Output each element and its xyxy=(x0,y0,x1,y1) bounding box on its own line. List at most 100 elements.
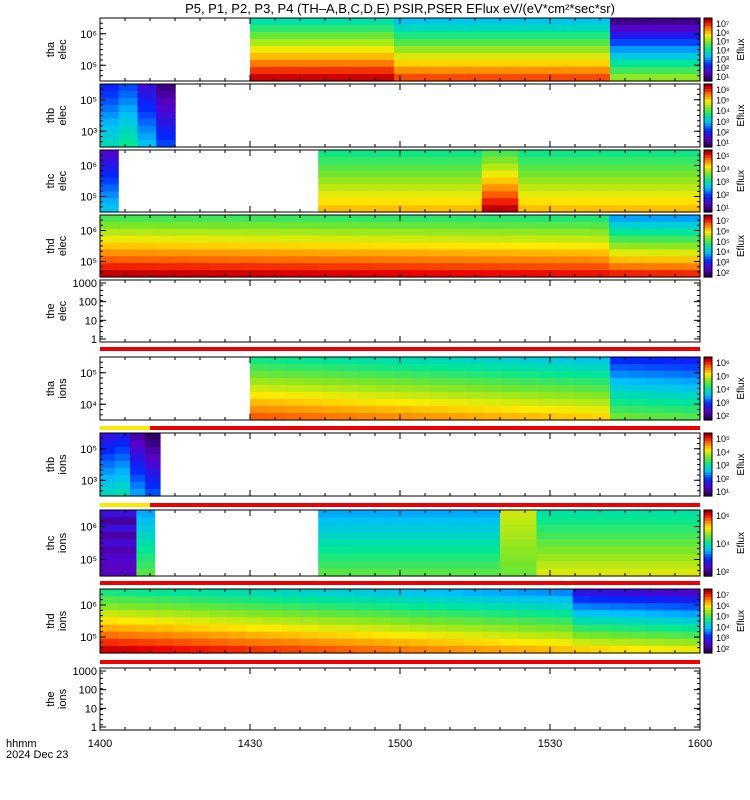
spectrogram-cell xyxy=(427,215,447,223)
spectrogram-cell xyxy=(445,589,465,597)
spectrogram-cell xyxy=(263,270,283,278)
spectrogram-cell xyxy=(100,546,119,555)
colorbar-swatch xyxy=(704,84,712,88)
spectrogram-cell xyxy=(481,256,501,264)
colorbar-swatch xyxy=(704,186,712,190)
spectrogram-cell xyxy=(502,364,521,372)
spectrogram-cell xyxy=(100,638,119,647)
colorbar-frame xyxy=(703,588,713,654)
spectrogram-cell xyxy=(609,589,628,597)
spectrogram-cell xyxy=(518,177,537,186)
colorbar-swatch xyxy=(704,383,712,387)
spectrogram-cell xyxy=(463,603,483,611)
panel-frame xyxy=(99,432,701,497)
ylabel-probe: thd xyxy=(45,238,57,253)
colorbar-swatch xyxy=(704,456,712,460)
spectrogram-cell xyxy=(145,461,161,469)
spectrogram-cell xyxy=(645,215,665,223)
spectrogram-cell xyxy=(358,413,377,421)
spectrogram-cell xyxy=(445,249,465,257)
colorbar-swatch xyxy=(704,209,712,213)
spectrogram-cell xyxy=(463,221,483,230)
spectrogram-cell xyxy=(100,177,119,186)
spectrogram-cell xyxy=(628,392,647,400)
spectrogram-cell xyxy=(609,221,628,230)
spectrogram-cell xyxy=(518,205,537,213)
spectrogram-cell xyxy=(130,447,146,455)
spectrogram-cell xyxy=(318,270,337,278)
colorbar-swatch xyxy=(704,274,712,278)
spectrogram-cell xyxy=(681,242,701,251)
spectrogram-cell xyxy=(354,191,374,199)
spectrogram-cell xyxy=(115,440,131,448)
colorbar-swatch xyxy=(704,196,712,200)
spectrogram-cell xyxy=(137,105,157,113)
spectrogram-cell xyxy=(372,510,392,518)
spectrogram-cell xyxy=(556,39,575,47)
spectrogram-cell xyxy=(322,357,341,365)
spectrogram-cell xyxy=(427,631,447,640)
spectrogram-cell xyxy=(250,53,269,61)
spectrogram-cell xyxy=(172,270,192,278)
spectrogram-cell xyxy=(227,221,247,230)
spectrogram-cell xyxy=(646,74,665,82)
spectrogram-cell xyxy=(682,392,701,400)
spectrogram-cell xyxy=(463,150,483,158)
spectrogram-cell xyxy=(628,53,647,61)
spectrogram-cell xyxy=(628,74,647,82)
spectrogram-cell xyxy=(481,561,501,570)
colorbar-swatch xyxy=(704,515,712,519)
spectrogram-cell xyxy=(536,561,556,570)
spectrogram-cell xyxy=(304,357,323,365)
colorbar-swatch xyxy=(704,461,712,466)
spectrogram-cell xyxy=(340,39,359,47)
spectrogram-cell xyxy=(556,46,575,54)
spectrogram-cell xyxy=(463,263,483,271)
spectrogram-cell xyxy=(554,561,574,570)
colorbar-frame xyxy=(703,17,713,82)
spectrogram-cell xyxy=(518,184,537,192)
spectrogram-cell xyxy=(118,568,137,577)
colorbar-swatch xyxy=(704,246,712,250)
spectrogram-cell xyxy=(336,228,356,237)
spectrogram-cell xyxy=(136,256,156,264)
spectrogram-cell xyxy=(609,150,628,158)
spectrogram-cell xyxy=(445,610,465,618)
spectrogram-cell xyxy=(572,215,592,223)
spectrogram-cell xyxy=(136,589,156,597)
spectrogram-cell xyxy=(554,170,574,179)
spectrogram-cell xyxy=(372,205,392,213)
spectrogram-cell xyxy=(627,596,647,604)
spectrogram-cell xyxy=(500,270,519,278)
spectrogram-cell xyxy=(336,589,356,597)
colorbar-swatch xyxy=(704,451,712,455)
colorbar-frame xyxy=(703,356,713,421)
spectrogram-cell xyxy=(445,221,465,230)
spectrogram-cell xyxy=(554,205,574,213)
spectrogram-cell xyxy=(409,524,428,533)
colorbar-swatch xyxy=(704,380,712,384)
spectrogram-cell xyxy=(663,617,683,626)
colorbar-swatch xyxy=(704,454,712,458)
spectrogram-cell xyxy=(118,624,137,633)
colorbar-swatch xyxy=(704,160,712,164)
spectrogram-cell xyxy=(100,170,119,179)
colorbar-swatch xyxy=(704,256,712,260)
spectrogram-cell xyxy=(136,539,156,548)
spectrogram-cell xyxy=(536,191,556,199)
spectrogram-cell xyxy=(554,163,574,172)
spectrogram-cell xyxy=(445,228,465,237)
spectrogram-cell xyxy=(409,568,428,577)
colorbar-tick-label: 10³ xyxy=(716,54,729,64)
spectrogram-cell xyxy=(318,156,337,165)
spectrogram-cell xyxy=(518,546,537,555)
spectrogram-cell xyxy=(390,561,410,570)
spectrogram-cell xyxy=(502,378,521,386)
spectrogram-cell xyxy=(445,524,465,533)
spectrogram-cell xyxy=(572,517,592,526)
spectrogram-cell xyxy=(154,228,174,237)
spectrogram-cell xyxy=(358,32,377,40)
panel-ylabel: thd elec xyxy=(45,235,69,256)
colorbar-swatch xyxy=(704,46,712,51)
spectrogram-cell xyxy=(263,263,283,271)
